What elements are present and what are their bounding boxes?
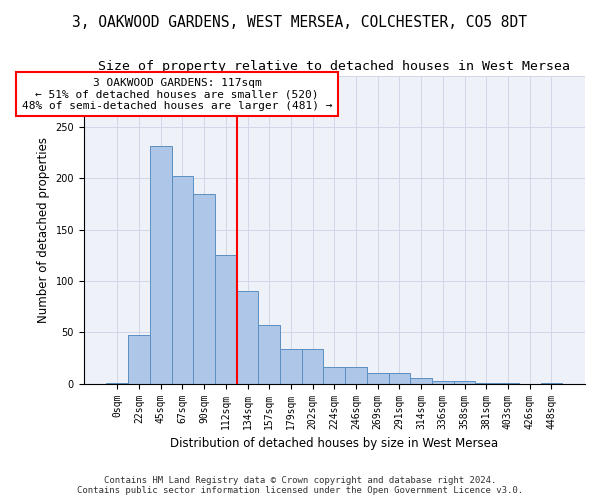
Bar: [345, 368, 367, 384]
Text: 3 OAKWOOD GARDENS: 117sqm
← 51% of detached houses are smaller (520)
48% of semi: 3 OAKWOOD GARDENS: 117sqm ← 51% of detac…: [22, 78, 332, 111]
Title: Size of property relative to detached houses in West Mersea: Size of property relative to detached ho…: [98, 60, 571, 73]
Bar: [432, 380, 454, 384]
Bar: [128, 336, 150, 384]
Bar: [106, 382, 128, 384]
Bar: [236, 292, 259, 384]
Bar: [410, 378, 432, 384]
Bar: [367, 374, 389, 384]
Bar: [172, 176, 193, 384]
Text: Contains HM Land Registry data © Crown copyright and database right 2024.
Contai: Contains HM Land Registry data © Crown c…: [77, 476, 523, 495]
Bar: [454, 380, 475, 384]
Bar: [215, 256, 236, 384]
Bar: [389, 374, 410, 384]
Bar: [280, 349, 302, 384]
Text: 3, OAKWOOD GARDENS, WEST MERSEA, COLCHESTER, CO5 8DT: 3, OAKWOOD GARDENS, WEST MERSEA, COLCHES…: [73, 15, 527, 30]
Bar: [150, 146, 172, 384]
Bar: [541, 382, 562, 384]
Bar: [302, 349, 323, 384]
Bar: [259, 325, 280, 384]
X-axis label: Distribution of detached houses by size in West Mersea: Distribution of detached houses by size …: [170, 437, 499, 450]
Bar: [475, 382, 497, 384]
Bar: [193, 194, 215, 384]
Bar: [497, 382, 519, 384]
Y-axis label: Number of detached properties: Number of detached properties: [37, 136, 50, 322]
Bar: [323, 368, 345, 384]
